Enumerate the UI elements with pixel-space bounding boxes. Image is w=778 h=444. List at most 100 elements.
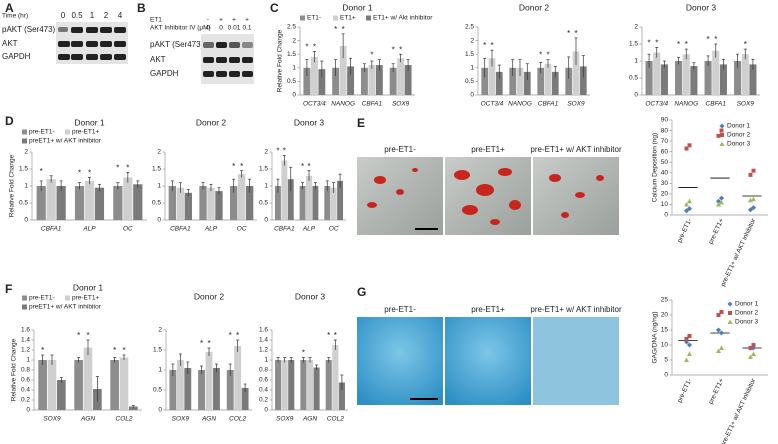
image (533, 317, 619, 405)
point (720, 133, 724, 137)
legend-label: Donor 3 (735, 319, 759, 326)
panel-title: Donor 3 (686, 2, 717, 12)
images-e: pre-ET1- pre-ET1+ pre-ET1+ w/ AKT inhibi… (357, 145, 622, 235)
y-tick-label: 1 (158, 367, 162, 374)
category-label: SOX9 (43, 416, 61, 423)
bar (488, 58, 496, 95)
legend-label: pre-ET1+ (72, 295, 99, 302)
category-label: CBFA1 (41, 226, 62, 233)
significance-star: * (392, 45, 395, 54)
bar (397, 58, 405, 95)
y-tick-label: 1 (157, 183, 161, 190)
y-tick-label: 0.5 (153, 387, 162, 394)
time: 0 (61, 11, 66, 20)
significance-star: * (334, 331, 337, 340)
significance-star: * (677, 40, 680, 49)
significance-star: * (236, 331, 239, 340)
bar (281, 160, 288, 220)
panel-title: Donor 2 (194, 291, 225, 301)
significance-star: * (41, 346, 44, 355)
y-tick-label: 2 (157, 149, 161, 156)
y-tick-label: 0.5 (287, 78, 296, 85)
bar (184, 192, 192, 220)
panel-label: C (270, 1, 279, 15)
bar (176, 187, 185, 220)
category-label: NANOG (331, 101, 355, 108)
y-tick-label: 0.5 (259, 200, 268, 207)
bar (389, 67, 397, 95)
significance-star: * (207, 339, 210, 348)
significance-star: * (232, 162, 235, 171)
point (716, 201, 721, 207)
bar (300, 360, 307, 410)
significance-star: * (116, 164, 119, 173)
bar (719, 64, 727, 95)
panel-title: Donor 2 (196, 117, 227, 127)
bar (675, 61, 683, 95)
panel-label: G (357, 285, 366, 299)
image-caption: pre-ET1+ w/ AKT inhibitor (530, 145, 622, 154)
y-tick-label: 0.8 (21, 367, 30, 374)
significance-star: * (276, 147, 279, 156)
image-caption: pre-ET1- (384, 305, 416, 314)
y-tick-label: 25 (661, 297, 669, 304)
significance-star: * (200, 339, 203, 348)
legend-swatch (22, 304, 27, 310)
category-label: ALP (82, 226, 96, 233)
bar (207, 187, 215, 220)
y-tick-label: 1.5 (287, 51, 296, 58)
bar (184, 368, 192, 410)
time-label: Time (hr) (2, 13, 28, 20)
y-tick-label: 2 (470, 37, 474, 44)
point (727, 319, 733, 324)
significance-star: * (483, 41, 486, 50)
y-axis-label: GAG/DNA (ng/ng) (652, 311, 659, 363)
significance-star: * (113, 346, 116, 355)
y-tick-label: 1 (470, 65, 474, 72)
point (719, 330, 724, 336)
bar (234, 346, 242, 410)
significance-star: * (229, 331, 232, 340)
blot-a: Time (hr) 0 0.5 1 2 4 pAKT (Ser473) AKT … (2, 11, 128, 64)
treatment-label: ET1 (150, 17, 162, 24)
legend-label: Donor 3 (727, 141, 751, 148)
point (751, 351, 756, 356)
category-label: CBFA1 (274, 226, 295, 233)
bar (47, 360, 57, 410)
y-tick-label: 10 (661, 342, 669, 349)
y-tick-label: 1.5 (152, 166, 161, 173)
y-tick-label: 2.5 (465, 24, 474, 31)
significance-star: * (334, 25, 337, 34)
category-label: pre-ET1+ w/ AKT inhibitor (720, 217, 758, 288)
bar (168, 186, 177, 220)
point (684, 357, 689, 362)
y-tick-label: 1.2 (21, 347, 30, 354)
panel-label: B (137, 1, 146, 15)
y-tick-label: 1.5 (629, 41, 638, 48)
category-label: OCT3/4 (303, 101, 326, 108)
bar (544, 63, 552, 95)
panel-title: Donor 3 (294, 117, 325, 127)
bar (360, 67, 368, 95)
point (751, 343, 756, 347)
legend-label: Donor 1 (735, 301, 759, 308)
bar (287, 179, 294, 220)
bar (565, 67, 573, 95)
bar (645, 61, 653, 95)
bar (375, 65, 383, 95)
category-label: NANOG (674, 101, 698, 108)
category-label: CBFA1 (706, 101, 727, 108)
legend-swatch (300, 15, 305, 21)
y-tick-label: 0.5 (465, 78, 474, 85)
significance-star: * (685, 40, 688, 49)
category-label: COL2 (229, 416, 246, 423)
legend-label: Donor 1 (727, 123, 751, 130)
legend-swatch (22, 138, 27, 144)
images-g: pre-ET1- pre-ET1+ pre-ET1+ w/ AKT inhibi… (357, 305, 622, 405)
y-tick-label: 2 (264, 149, 268, 156)
y-tick-label: 1.4 (259, 337, 268, 344)
image (357, 157, 443, 235)
y-tick-label: 1 (264, 357, 268, 364)
bar (113, 186, 123, 220)
